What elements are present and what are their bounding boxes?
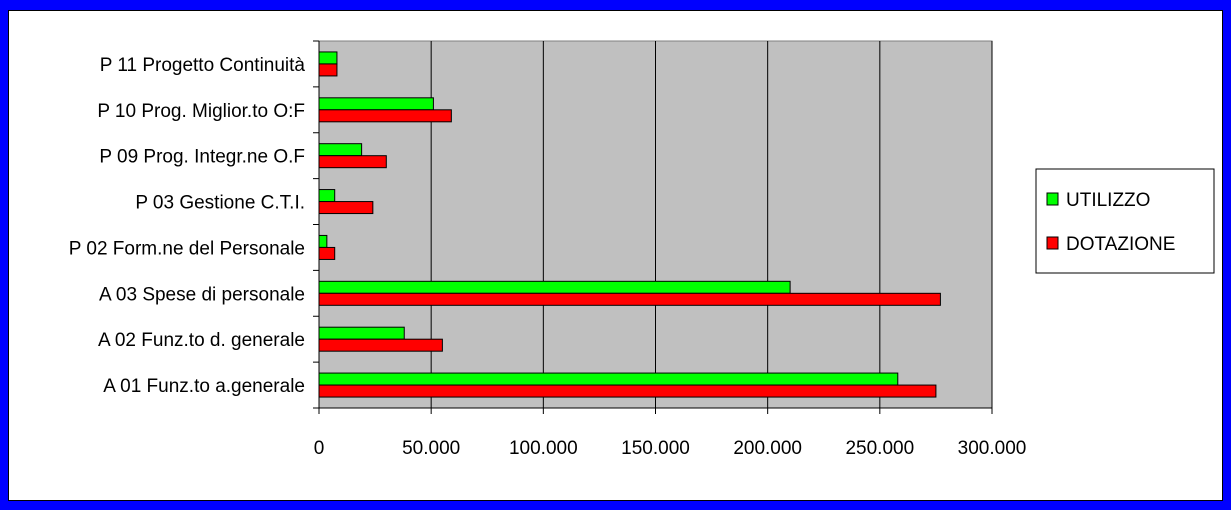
bar-utilizzo (318, 234, 328, 248)
bar-utilizzo (318, 372, 899, 386)
bar-utilizzo (318, 143, 363, 157)
category-label: P 10 Prog. Miglior.to O:F (97, 101, 305, 122)
bar-dotazione (318, 201, 374, 215)
bar-dotazione (318, 246, 336, 260)
bar-dotazione (318, 384, 937, 398)
legend-swatch-dotazione (1046, 236, 1059, 250)
bar-utilizzo (318, 97, 434, 111)
x-tick-label: 150.000 (621, 438, 690, 459)
x-tick-label: 300.000 (958, 438, 1027, 459)
bar-chart: P 11 Progetto Continuità P 10 Prog. Migli… (69, 40, 1215, 459)
bar-dotazione (318, 292, 941, 306)
category-label: P 11 Progetto Continuità (100, 55, 306, 76)
category-label: P 09 Prog. Integr.ne O.F (99, 147, 305, 168)
category-label: P 02 Form.ne del Personale (69, 238, 305, 259)
bar-dotazione (318, 338, 443, 352)
category-label: P 03 Gestione C.T.I. (135, 193, 305, 214)
bar-utilizzo (318, 326, 405, 340)
legend-box (1035, 168, 1215, 274)
x-tick-label: 50.000 (402, 438, 460, 459)
chart-area: P 11 Progetto Continuità P 10 Prog. Migli… (8, 10, 1223, 501)
x-tick-label: 100.000 (509, 438, 578, 459)
bar-dotazione (318, 63, 338, 77)
x-tick-label: 250.000 (845, 438, 914, 459)
legend-label-dotazione: DOTAZIONE (1066, 234, 1175, 255)
category-label: A 02 Funz.to d. generale (98, 330, 305, 351)
bar-utilizzo (318, 280, 791, 294)
category-label: A 01 Funz.to a.generale (103, 376, 305, 397)
legend-label-utilizzo: UTILIZZO (1066, 190, 1150, 211)
x-tick-label: 200.000 (733, 438, 802, 459)
bar-dotazione (318, 155, 387, 169)
bar-utilizzo (318, 51, 338, 65)
bar-dotazione (318, 109, 452, 123)
x-tick-label: 0 (314, 438, 325, 459)
bar-utilizzo (318, 189, 336, 203)
legend-swatch-utilizzo (1046, 192, 1059, 206)
category-label: A 03 Spese di personale (99, 284, 305, 305)
